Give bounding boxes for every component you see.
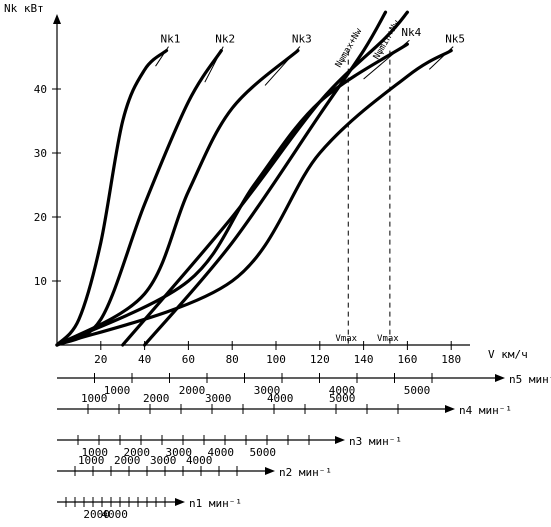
x-tick-label: 140 bbox=[354, 353, 374, 366]
engine-scale-tick-label: 4000 bbox=[101, 508, 128, 521]
label-leader bbox=[204, 46, 224, 83]
engine-scale-label: n3 мин⁻¹ bbox=[349, 435, 402, 448]
engine-scale-tick-label: 1000 bbox=[81, 392, 108, 405]
resistance-curve-1 bbox=[143, 10, 388, 347]
x-tick-label: 40 bbox=[138, 353, 151, 366]
curve-label-nk5: Nk5 bbox=[445, 33, 465, 46]
engine-scale-tick-label: 4000 bbox=[186, 454, 213, 467]
engine-scale-tick-label: 5000 bbox=[250, 446, 277, 459]
engine-scale-tick-label: 3000 bbox=[205, 392, 232, 405]
engine-scale-label: n2 мин⁻¹ bbox=[279, 466, 332, 479]
curve-label-nk2: Nk2 bbox=[215, 33, 235, 46]
x-ticks: 20 40 60 80 100 120 140 160 180 bbox=[94, 341, 461, 366]
power-curves bbox=[55, 10, 453, 347]
arrow-right-icon bbox=[265, 467, 275, 475]
engine-scale-tick-label: 4000 bbox=[329, 384, 356, 397]
vmax-label: Vmax bbox=[377, 334, 399, 344]
x-axis-label: V км/ч bbox=[488, 348, 528, 361]
engine-scale-tick-label: 5000 bbox=[404, 384, 431, 397]
x-tick-label: 80 bbox=[226, 353, 239, 366]
label-leader bbox=[264, 46, 301, 86]
engine-scale-label: n1 мин⁻¹ bbox=[189, 497, 242, 510]
y-tick-label: 20 bbox=[34, 211, 47, 224]
engine-scale-tick-label: 4000 bbox=[208, 446, 235, 459]
engine-scale-label: n4 мин⁻¹ bbox=[459, 404, 512, 417]
curve-nk3 bbox=[55, 49, 300, 347]
curve-label-nk3: Nk3 bbox=[292, 33, 312, 46]
x-tick-label: 100 bbox=[266, 353, 286, 366]
y-ticks: 10 20 30 40 bbox=[34, 83, 61, 288]
x-tick-label: 120 bbox=[310, 353, 330, 366]
x-tick-label: 20 bbox=[94, 353, 107, 366]
engine-scale-tick-label: 3000 bbox=[150, 454, 177, 467]
engine-scale-tick-label: 2000 bbox=[114, 454, 141, 467]
engine-scale-tick-label: 2000 bbox=[124, 446, 151, 459]
engine-scale-tick-label: 5000 bbox=[329, 392, 356, 405]
engine-scale-tick-label: 3000 bbox=[166, 446, 193, 459]
y-axis-label: Nk кВт bbox=[4, 2, 44, 15]
curve-label-nk1: Nk1 bbox=[161, 33, 181, 46]
x-tick-label: 60 bbox=[182, 353, 195, 366]
engine-scale-tick-label: 3000 bbox=[254, 384, 281, 397]
y-tick-label: 30 bbox=[34, 147, 47, 160]
engine-scale-label: n5 мин⁻¹ bbox=[509, 373, 551, 386]
y-tick-label: 10 bbox=[34, 275, 47, 288]
engine-scale-tick-label: 1000 bbox=[104, 384, 131, 397]
engine-scale-tick-label: 2000 bbox=[179, 384, 206, 397]
arrow-right-icon bbox=[495, 374, 505, 382]
x-tick-label: 160 bbox=[397, 353, 417, 366]
curve-nk5 bbox=[55, 49, 453, 347]
arrow-right-icon bbox=[445, 405, 455, 413]
engine-scale-tick-label: 1000 bbox=[78, 454, 105, 467]
curve-nk1 bbox=[55, 49, 169, 347]
curve-nk4 bbox=[55, 42, 409, 347]
x-tick-label: 180 bbox=[441, 353, 461, 366]
arrow-right-icon bbox=[175, 498, 185, 506]
engine-scale-tick-label: 4000 bbox=[267, 392, 294, 405]
engine-scale-tick-label: 1000 bbox=[82, 446, 109, 459]
arrow-right-icon bbox=[335, 436, 345, 444]
y-axis-arrow-icon bbox=[53, 14, 61, 24]
y-tick-label: 40 bbox=[34, 83, 47, 96]
resistance-curve-2 bbox=[121, 10, 409, 347]
engine-scale-tick-label: 2000 bbox=[83, 508, 110, 521]
label-leader bbox=[428, 46, 454, 70]
label-leader bbox=[155, 46, 169, 67]
vmax-label: Vmax bbox=[335, 334, 357, 344]
label-leader bbox=[363, 39, 410, 80]
vmax-markers: Vmax Vmax bbox=[335, 50, 399, 345]
curve-label-nk4: Nk4 bbox=[401, 26, 421, 39]
engine-scale-tick-label: 2000 bbox=[143, 392, 170, 405]
